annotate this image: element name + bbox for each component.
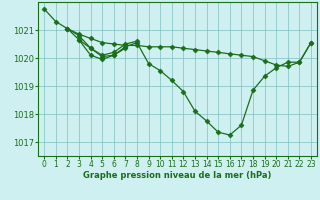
X-axis label: Graphe pression niveau de la mer (hPa): Graphe pression niveau de la mer (hPa) <box>84 171 272 180</box>
